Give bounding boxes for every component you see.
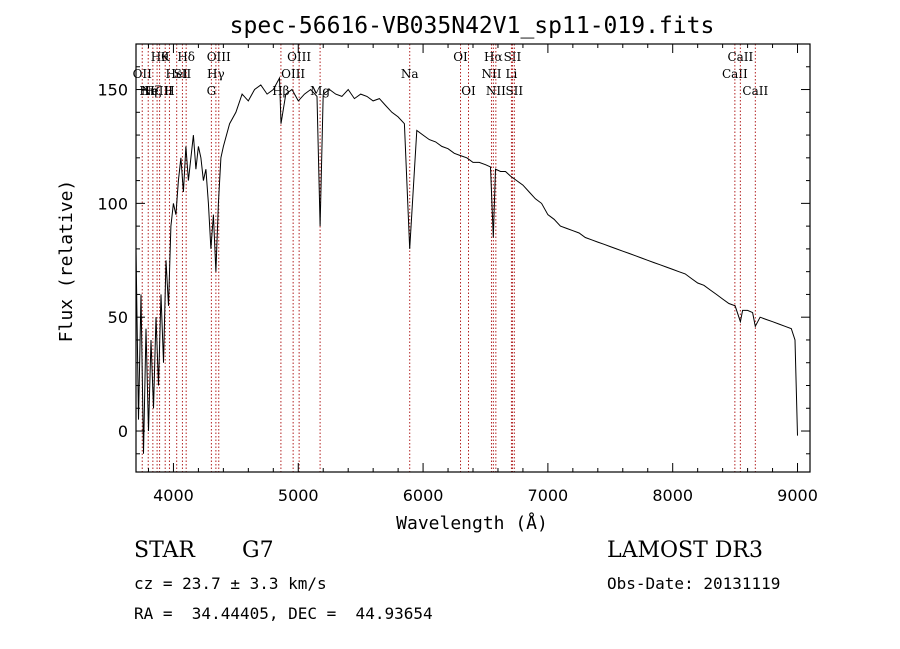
line-marker-label: OII: [133, 67, 153, 81]
line-marker-label: Hα: [484, 50, 503, 64]
survey-name: LAMOST DR3: [607, 538, 763, 563]
x-tick-label: 8000: [652, 486, 693, 505]
x-axis-label: Wavelength (Å): [396, 512, 548, 534]
line-marker-label: HeI: [166, 67, 189, 81]
x-tick-label: 5000: [278, 486, 319, 505]
chart-title: spec-56616-VB035N42V1_sp11-019.fits: [230, 13, 715, 39]
obs-date-text: Obs-Date: 20131119: [607, 574, 781, 593]
line-marker-label: Na: [401, 67, 419, 81]
flux-line-0: [136, 76, 798, 454]
line-markers: OIIHηHζNeIIIHθKHHeISIIHδGHγOIIIHβOIIIOII…: [133, 44, 768, 472]
coordinates-text: RA = 34.44405, DEC = 44.93654: [134, 604, 433, 623]
line-marker-label: OIII: [287, 50, 311, 64]
line-marker-label: Hδ: [177, 50, 195, 64]
y-axis-label: Flux (relative): [56, 180, 77, 343]
line-marker-label: SII: [174, 67, 192, 81]
line-marker-label: Hθ: [151, 50, 169, 64]
line-marker-label: OI: [461, 84, 476, 98]
line-marker-label: CaII: [727, 50, 753, 64]
line-marker-label: G: [207, 84, 217, 98]
x-tick-label: 4000: [153, 486, 194, 505]
y-tick-label: 50: [108, 308, 128, 327]
line-marker-label: SII: [505, 84, 523, 98]
line-marker-label: OI: [453, 50, 468, 64]
line-marker-label: NII: [481, 67, 501, 81]
line-marker-label: H: [164, 84, 174, 98]
line-marker-label: Li: [506, 67, 518, 81]
x-axis: 4000 5000 6000 7000 8000 9000: [147, 44, 818, 505]
y-axis: 0 50 100 150: [97, 66, 810, 455]
line-marker-label: K: [161, 50, 171, 64]
line-marker-label: SII: [504, 50, 522, 64]
redshift-text: cz = 23.7 ± 3.3 km/s: [134, 574, 327, 593]
x-tick-label: 9000: [777, 486, 818, 505]
object-subclass: G7: [242, 538, 274, 563]
line-marker-label: CaII: [742, 84, 768, 98]
y-tick-label: 100: [97, 194, 128, 213]
line-marker-label: OIII: [281, 67, 305, 81]
object-class: STAR: [134, 538, 195, 563]
flux-series: [136, 76, 798, 454]
line-marker-label: NII: [486, 84, 506, 98]
x-tick-label: 7000: [528, 486, 569, 505]
line-marker-label: OIII: [207, 50, 231, 64]
y-tick-label: 150: [97, 81, 128, 100]
y-tick-label: 0: [118, 422, 128, 441]
x-tick-label: 6000: [403, 486, 444, 505]
line-marker-label: CaII: [722, 67, 748, 81]
line-marker-label: Hγ: [207, 67, 225, 81]
